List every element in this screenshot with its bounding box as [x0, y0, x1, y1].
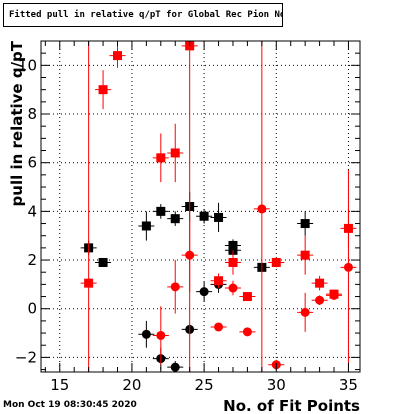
- data-point-circle: [343, 262, 353, 272]
- data-points: [80, 41, 357, 372]
- data-point-circle: [242, 327, 252, 337]
- data-point-square: [113, 51, 123, 61]
- x-tick-label: 25: [195, 376, 214, 394]
- x-axis-label: No. of Fit Points: [223, 397, 360, 414]
- x-tick-label: 35: [339, 376, 358, 394]
- data-point-square: [228, 257, 238, 267]
- data-point-square: [156, 153, 166, 163]
- data-point-circle: [228, 283, 238, 293]
- data-point-square: [199, 211, 209, 221]
- data-point-circle: [141, 329, 151, 339]
- data-point-square: [300, 250, 310, 260]
- data-point-circle: [185, 250, 195, 260]
- data-point-square: [141, 221, 151, 231]
- data-point-square: [170, 148, 180, 158]
- plot-frame: [40, 40, 361, 373]
- data-point-circle: [257, 204, 267, 214]
- chart-title-box: Fitted pull in relative q/pT for Global …: [3, 3, 283, 27]
- data-point-square: [300, 219, 310, 229]
- axis-ticks: 15 20 25 30 35 −2 0 2 4 6 8 10: [15, 40, 360, 394]
- chart-title: Fitted pull in relative q/pT for Global …: [9, 10, 283, 20]
- data-point-square: [84, 278, 94, 288]
- data-point-circle: [329, 290, 339, 300]
- data-point-circle: [214, 322, 224, 332]
- y-tick-label: −2: [15, 348, 37, 366]
- y-tick-label: 6: [27, 154, 37, 172]
- data-point-circle: [170, 282, 180, 292]
- data-point-square: [315, 278, 325, 288]
- y-tick-label: 4: [27, 202, 37, 220]
- x-tick-label: 15: [50, 376, 69, 394]
- y-axis-label: pull in relative q/pT: [8, 40, 26, 206]
- data-point-square: [214, 212, 224, 222]
- data-point-square: [170, 214, 180, 224]
- y-tick-label: 2: [27, 251, 37, 269]
- x-tick-label: 20: [122, 376, 141, 394]
- timestamp: Mon Oct 19 08:30:45 2020: [3, 400, 137, 410]
- data-point-square: [242, 292, 252, 302]
- data-point-circle: [300, 307, 310, 317]
- y-tick-label: 10: [18, 56, 37, 74]
- data-point-circle: [199, 287, 209, 297]
- data-point-square: [271, 257, 281, 267]
- x-tick-label: 30: [267, 376, 286, 394]
- data-point-circle: [156, 330, 166, 340]
- data-point-circle: [315, 295, 325, 305]
- y-tick-label: 0: [27, 300, 37, 318]
- data-point-square: [98, 85, 108, 95]
- data-point-square: [98, 257, 108, 267]
- data-point-square: [156, 206, 166, 216]
- y-tick-label: 8: [27, 105, 37, 123]
- data-point-square: [214, 276, 224, 286]
